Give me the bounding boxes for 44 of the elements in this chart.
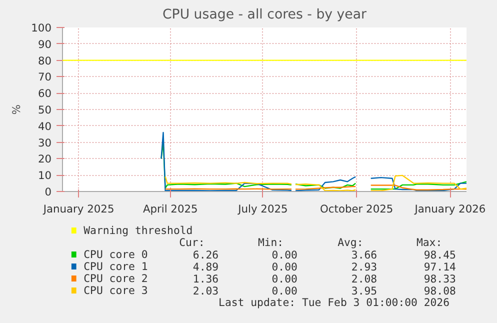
text: 2.93 — [351, 260, 378, 274]
y-tick-label: 100 — [31, 22, 52, 34]
y-tick-label: 10 — [38, 169, 52, 182]
y-tick-label: 70 — [38, 70, 52, 84]
x-tick-label: January 2025 — [42, 202, 114, 216]
x-tick-label: April 2025 — [142, 202, 198, 216]
text: Cur: — [179, 236, 205, 249]
text: 0.00 — [272, 272, 298, 286]
legend-label: CPU core 0 — [84, 248, 148, 261]
y-tick-label: 50 — [38, 104, 52, 116]
y-tick-label: 30 — [38, 136, 52, 150]
y-tick-label: 60 — [38, 87, 52, 100]
y-tick-label: 40 — [38, 120, 52, 133]
x-tick-label: July 2025 — [237, 202, 288, 216]
y-axis-title: % — [10, 104, 24, 115]
text: 2.08 — [351, 272, 378, 286]
text: 2.03 — [192, 284, 219, 298]
text: Avg: — [338, 236, 364, 249]
text: 98.08 — [424, 284, 456, 298]
chart-title: CPU usage - all cores - by year — [162, 8, 368, 22]
text: 1.36 — [192, 272, 219, 286]
text: Last update: Tue Feb 3 01:00:00 2026 — [218, 296, 450, 309]
legend-label: Warning threshold — [84, 224, 193, 237]
text: 4.89 — [192, 260, 219, 274]
y-tick-label: 20 — [38, 152, 52, 166]
x-tick-label: January 2026 — [414, 202, 486, 216]
text: 98.33 — [424, 272, 456, 286]
legend-label: CPU core 2 — [84, 272, 148, 285]
text: 98.45 — [424, 248, 456, 262]
text: 0.00 — [272, 248, 298, 262]
text: 3.95 — [351, 284, 378, 298]
text: 6.26 — [192, 248, 219, 262]
y-tick-label: 90 — [38, 38, 52, 51]
text: Min: — [258, 236, 284, 249]
y-tick-label: 80 — [38, 54, 52, 68]
text: Max: — [416, 236, 442, 249]
text: 97.14 — [424, 260, 456, 274]
text: 0.00 — [272, 284, 298, 298]
y-tick-label: 0 — [44, 186, 52, 198]
legend-label: CPU core 1 — [84, 260, 148, 273]
legend-label: CPU core 3 — [84, 284, 148, 297]
text: 0.00 — [272, 260, 298, 274]
x-tick-label: October 2025 — [320, 202, 394, 216]
text: 3.66 — [351, 248, 378, 262]
